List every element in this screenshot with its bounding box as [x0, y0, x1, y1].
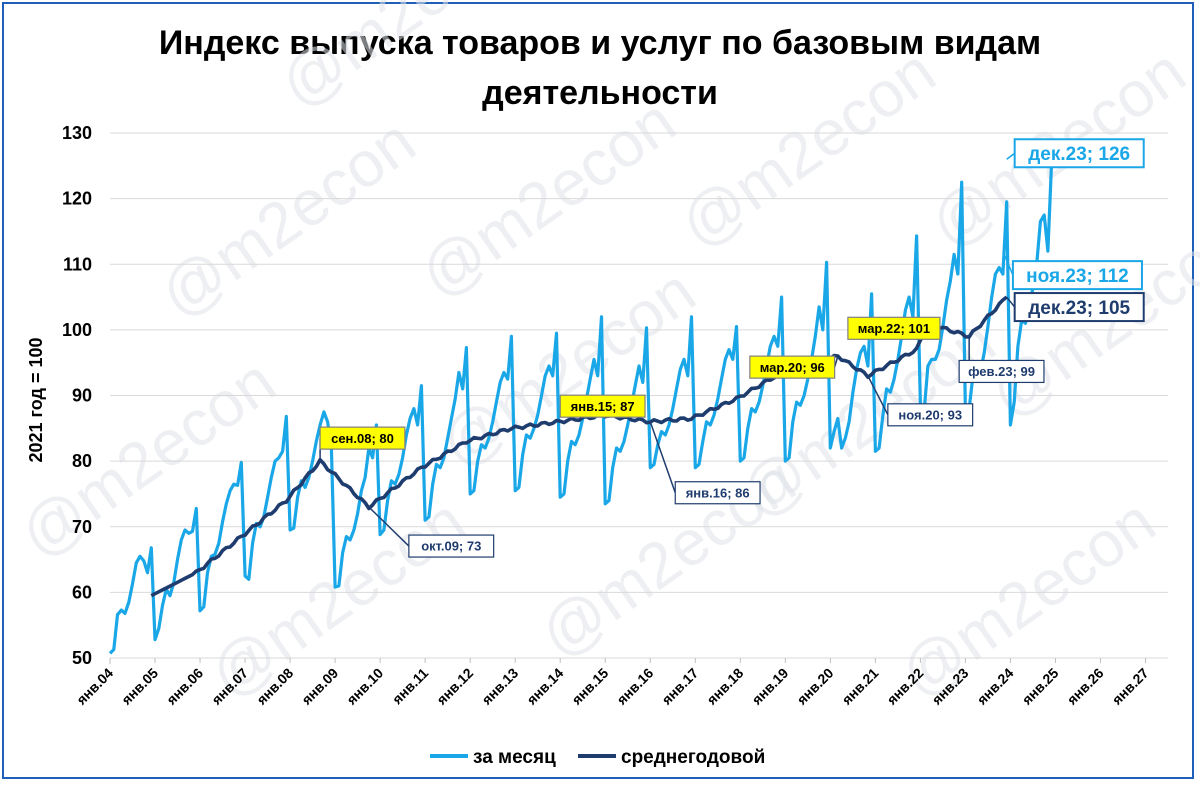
series-layer [108, 159, 1054, 655]
annotation-leader [1002, 250, 1014, 276]
y-tick-label: 70 [72, 517, 92, 537]
legend-label-monthly: за месяц [473, 747, 556, 768]
watermark-text: @m2econ [147, 105, 428, 332]
y-tick-label: 50 [72, 648, 92, 668]
x-tick-label: янв.12 [433, 665, 476, 708]
x-tick-label: янв.15 [568, 665, 611, 708]
annotation-leader [368, 506, 410, 547]
watermark-text: @m2econ [887, 485, 1168, 712]
watermark-text: @m2econ [7, 345, 288, 572]
annotation-leader [649, 421, 676, 493]
annotation-label: дек.23; 126 [1028, 144, 1130, 165]
y-axis-ticks: 50 60 70 80 90 100 110 120 130 [62, 123, 92, 668]
annotation-box [887, 403, 974, 427]
annotation-label: сен.08; 80 [331, 431, 394, 446]
annotation-label: мар.20; 96 [760, 360, 825, 375]
annotation-label: дек.23; 105 [1028, 298, 1130, 319]
annotation-box [1013, 292, 1145, 323]
x-tick-label: янв.14 [523, 665, 566, 708]
x-tick-label: янв.19 [749, 665, 792, 708]
annotation-label: ноя.23; 112 [1026, 266, 1129, 287]
y-tick-label: 80 [72, 451, 92, 471]
annotation-box [674, 481, 761, 505]
x-tick-label: янв.26 [1064, 665, 1107, 708]
annotation-box [559, 394, 646, 418]
x-tick-label: янв.05 [118, 665, 161, 708]
chart-title-line-2: деятельности [482, 74, 718, 112]
annotation-box [1013, 138, 1145, 169]
annotation-leader [1006, 152, 1016, 160]
x-tick-label: янв.04 [73, 665, 116, 708]
annotation-label: ноя.20; 93 [898, 407, 962, 422]
x-tick-label: янв.11 [389, 665, 432, 708]
watermark-text: @m2econ [267, 0, 548, 121]
x-tick-label: янв.18 [703, 665, 746, 708]
watermark-text: @m2econ [667, 35, 948, 262]
y-tick-label: 130 [62, 123, 92, 143]
x-tick-label: янв.09 [298, 665, 341, 708]
y-tick-label: 90 [72, 386, 92, 406]
series-line-monthly [108, 159, 1054, 655]
annotation-box [319, 426, 406, 450]
x-tick-label: янв.13 [478, 665, 521, 708]
y-tick-label: 120 [62, 189, 92, 209]
x-tick-label: янв.21 [839, 665, 882, 708]
x-tick-label: янв.27 [1109, 665, 1152, 708]
annotation-box [749, 355, 836, 379]
x-tick-label: янв.20 [794, 665, 837, 708]
series-line-annual [150, 295, 1008, 598]
y-tick-label: 100 [62, 320, 92, 340]
chart-title-line-1: Индекс выпуска товаров и услуг по базовы… [158, 24, 1042, 62]
annotation-label: фев.23; 99 [968, 364, 1035, 379]
watermark-text: @m2econ [527, 445, 808, 672]
legend: за месяц среднегодовой [430, 747, 765, 768]
annotation-leader [1006, 296, 1016, 308]
y-tick-label: 60 [72, 582, 92, 602]
annotation-box [1011, 260, 1143, 291]
x-tick-label: янв.17 [658, 665, 701, 708]
y-axis-label: 2021 год = 100 [26, 337, 46, 462]
annotation-box [408, 534, 495, 558]
x-tick-label: янв.10 [343, 665, 386, 708]
annotation-label: окт.09; 73 [421, 539, 481, 554]
annotation-label: янв.15; 87 [571, 399, 635, 414]
y-tick-label: 110 [63, 254, 92, 274]
legend-label-annual: среднегодовой [621, 747, 765, 768]
chart-title: Индекс выпуска товаров и услуг по базовы… [0, 18, 1200, 118]
annotation-leader [867, 375, 889, 416]
x-tick-label: янв.16 [613, 665, 656, 708]
annotation-label: мар.22; 101 [858, 321, 930, 336]
x-tick-label: янв.06 [163, 665, 206, 708]
annotation-box [958, 359, 1045, 384]
annotation-box [847, 316, 941, 340]
annotation-label: янв.16; 86 [686, 485, 750, 500]
x-tick-label: янв.25 [1019, 665, 1062, 708]
annotation-layer: сен.08; 80 окт.09; 73 янв.15; 87 янв.16; 86… [319, 138, 1145, 558]
